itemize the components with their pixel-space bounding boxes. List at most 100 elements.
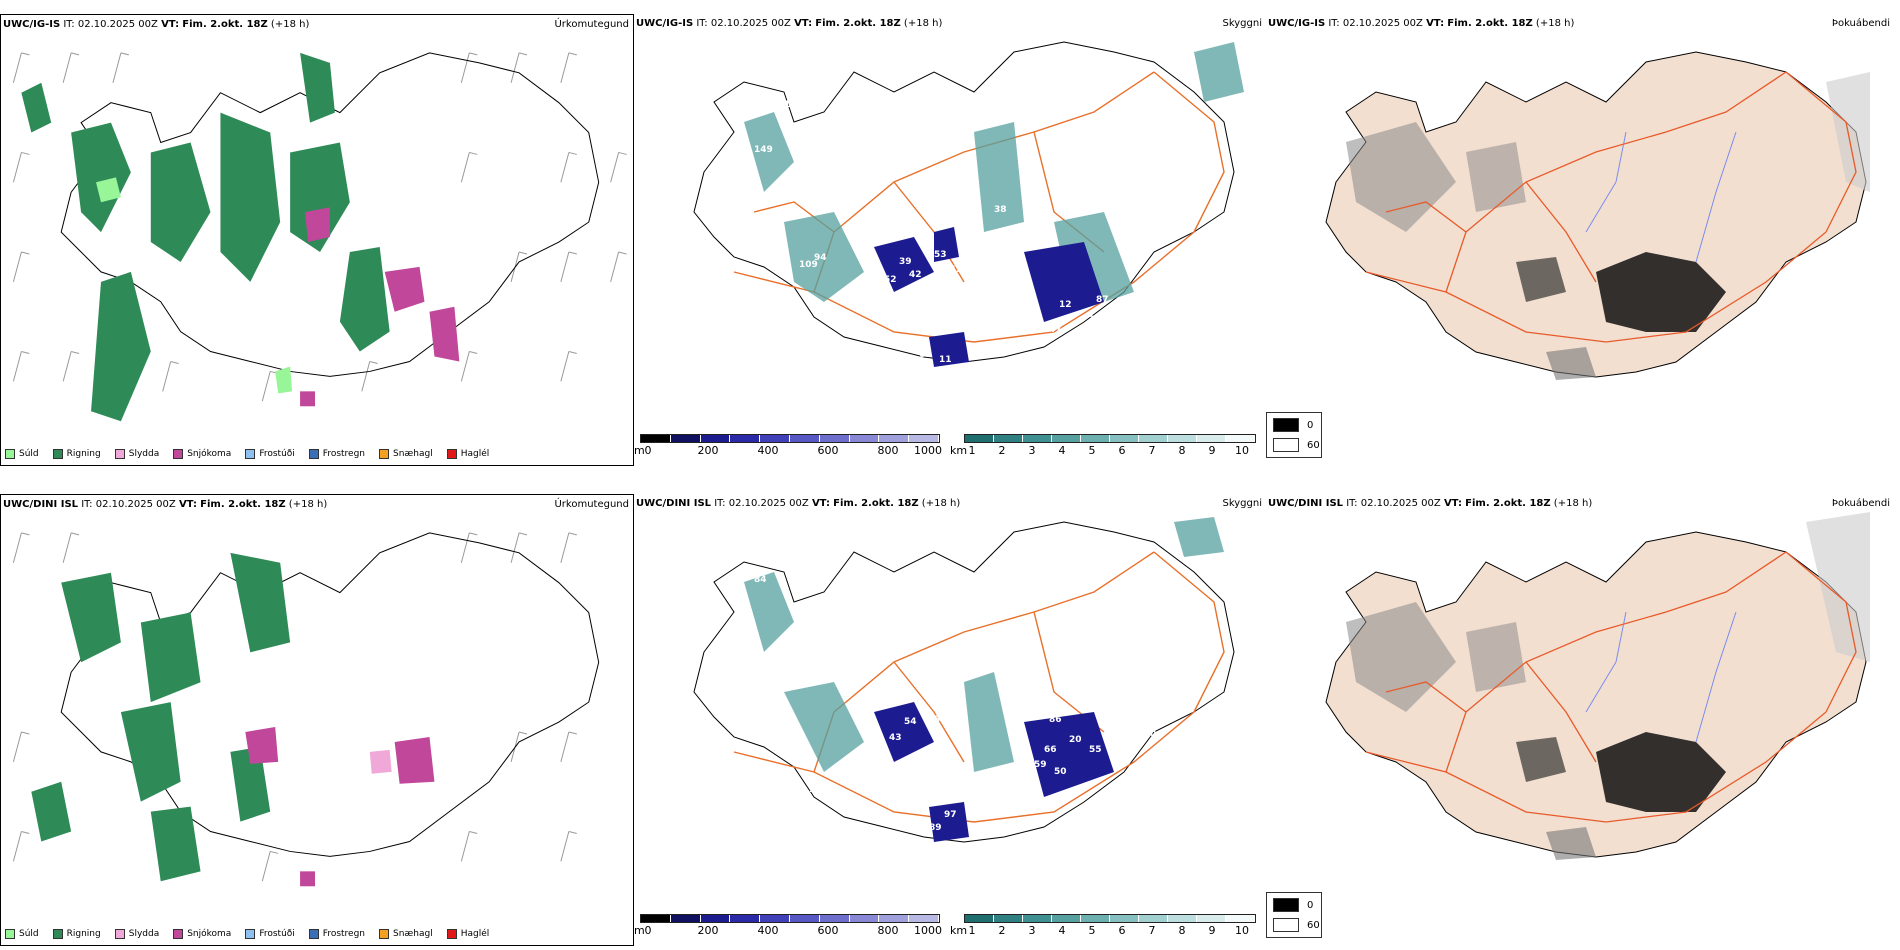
iceland-coastline [693,521,1235,843]
iceland-coastline [693,41,1235,363]
visibility-tick: 10 [1235,444,1249,457]
fog-legend-swatch [1273,898,1299,912]
cloud-base-label: 50 [1054,767,1067,777]
precip-type-panel-top: UWC/IG-IS IT: 02.10.2025 00Z VT: Fim. 2.… [0,14,634,466]
cloud-base-areas [874,702,1114,842]
panel-variable: Þokuábendi [1831,18,1890,29]
panel-title: UWC/IG-IS IT: 02.10.2025 00Z VT: Fim. 2.… [636,18,943,29]
cloud-base-tick: 600 [817,924,839,937]
cloud-base-label: 38 [994,205,1007,215]
legend-item: Snjókoma [173,449,231,459]
cloud-base-label: 116 [734,610,753,620]
cloud-base-label: 105 [864,295,883,305]
cloud-base-label: 42 [909,270,922,280]
panel-title: UWC/DINI ISL IT: 02.10.2025 00Z VT: Fim.… [3,499,328,510]
fog-legend-label: 60 [1307,919,1320,931]
precip-map [1,33,633,465]
legend-item: Snæhagl [379,929,433,939]
cloud-base-label: 52 [1034,325,1047,335]
cloud-base-label: 12 [1059,300,1072,310]
visibility-tick: 5 [1088,924,1096,937]
visibility-tick: 9 [1208,924,1216,937]
visibility-strip [964,434,1256,443]
fog-legend-swatch [1273,418,1299,432]
panel-variable: Úrkomutegund [554,19,629,30]
cloud-base-label: 66 [1044,745,1057,755]
fog-legend-label: 0 [1307,419,1314,431]
cloud-base-label: 77 [949,265,962,275]
iceland-coastline [60,52,600,377]
visibility-tick: 3 [1028,924,1036,937]
cloud-base-label: 37 [1004,790,1017,800]
visibility-tick: 2 [998,924,1006,937]
visibility-tick: 7 [1148,444,1156,457]
legend-item: Súld [5,929,39,939]
visibility-map: 149 13 131 109 94 52 42 53 77 54 39 38 1… [634,32,1266,426]
cloud-base-label: 53 [934,250,947,260]
cloud-base-label: 55 [1071,330,1084,340]
snow-areas [300,207,460,407]
panel-title: UWC/DINI ISL IT: 02.10.2025 00Z VT: Fim.… [1268,498,1593,509]
visibility-tick: 6 [1118,444,1126,457]
fog-index-legend-top: 0 60 [1266,412,1322,458]
visibility-strip [964,914,1256,923]
fog-index-map-svg [1325,51,1870,380]
visibility-tick: 2 [998,444,1006,457]
visibility-tick: 4 [1058,924,1066,937]
visibility-tick: 1 [968,924,976,937]
visibility-tick: 1 [968,444,976,457]
visibility-unit: km [950,924,968,937]
cloud-base-areas [874,227,1104,367]
visibility-tick: 6 [1118,924,1126,937]
cloud-base-label: 86 [1049,715,1062,725]
visibility-areas [744,42,1244,312]
legend-item: Frostúði [245,449,295,459]
visibility-tick: 4 [1058,444,1066,457]
cloud-base-tick: 200 [697,924,719,937]
cloud-base-tick: 400 [757,924,779,937]
legend-item: Slydda [114,449,159,459]
fog-index-map-svg [1325,512,1870,860]
cloud-base-tick: 0 [644,924,652,937]
legend-item: Súld [5,449,39,459]
cloud-base-tick: 1000 [914,924,942,937]
cloud-base-label: 35 [1054,365,1067,375]
fog-index-map [1266,32,1870,466]
cloud-base-label: 59 [1034,760,1047,770]
fog-index-panel-top: UWC/IG-IS IT: 02.10.2025 00Z VT: Fim. 2.… [1266,14,1900,466]
snow-areas [245,727,435,887]
legend-item: Frostúði [245,929,295,939]
panel-title: UWC/IG-IS IT: 02.10.2025 00Z VT: Fim. 2.… [3,19,310,30]
cloud-base-label: 14 [999,370,1012,380]
visibility-unit: km [950,444,968,457]
panel-title: UWC/DINI ISL IT: 02.10.2025 00Z VT: Fim.… [636,498,961,509]
cloud-base-unit: m [634,444,645,457]
cloud-base-tick: 200 [697,444,719,457]
fog-index-panel-bottom: UWC/DINI ISL IT: 02.10.2025 00Z VT: Fim.… [1266,494,1900,946]
fog-shading [1346,72,1870,380]
legend-item: Snjókoma [173,929,231,939]
iceland-coastline [60,532,600,857]
fog-legend-swatch [1273,438,1299,452]
precip-type-legend: Súld Rigning Slydda Snjókoma Frostúði Fr… [5,449,489,459]
rain-areas [21,52,390,422]
cloud-base-tick: 600 [817,444,839,457]
cloud-base-label: 39 [899,257,912,267]
cloud-base-label: 105 [814,330,833,340]
cloud-base-label: 89 [929,823,942,833]
road-network [733,71,1225,343]
cloud-base-labels: 149 13 131 109 94 52 42 53 77 54 39 38 1… [754,100,1167,415]
cloud-base-label: 55 [904,380,917,390]
visibility-colorbar: km 1 2 3 4 5 6 7 8 9 10 [950,434,1256,458]
rivers [1585,131,1737,263]
visibility-map-svg: 149 13 131 109 94 52 42 53 77 54 39 38 1… [693,41,1244,415]
panel-variable: Þokuábendi [1831,498,1890,509]
cloud-base-label: 94 [814,253,827,263]
cloud-base-label: 95 [984,345,997,355]
road-network [1365,551,1857,823]
visibility-panel-top: UWC/IG-IS IT: 02.10.2025 00Z VT: Fim. 2.… [634,14,1266,466]
visibility-tick: 3 [1028,444,1036,457]
cloud-base-label: 84 [754,575,767,585]
cloud-base-label: 39 [954,853,967,863]
cloud-base-label: 10 [1144,730,1157,740]
